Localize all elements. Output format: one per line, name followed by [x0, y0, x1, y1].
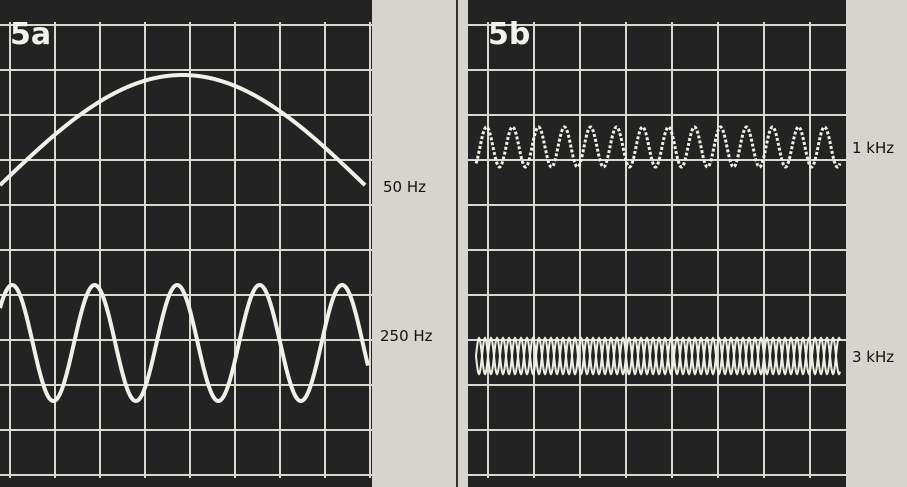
- panel-label: 5b: [488, 17, 530, 52]
- trace-label: 250 Hz: [380, 327, 433, 345]
- trace-label: 3 kHz: [852, 348, 894, 366]
- figure: 5a 5b 50 Hz 250 Hz 1 kHz 3 kHz: [0, 0, 907, 487]
- trace-label: 50 Hz: [383, 178, 426, 196]
- panel-label: 5a: [10, 17, 51, 52]
- oscilloscope-figure: 5a 5b 50 Hz 250 Hz 1 kHz 3 kHz: [0, 0, 907, 487]
- trace-label: 1 kHz: [852, 139, 894, 157]
- screen-b: [468, 0, 846, 487]
